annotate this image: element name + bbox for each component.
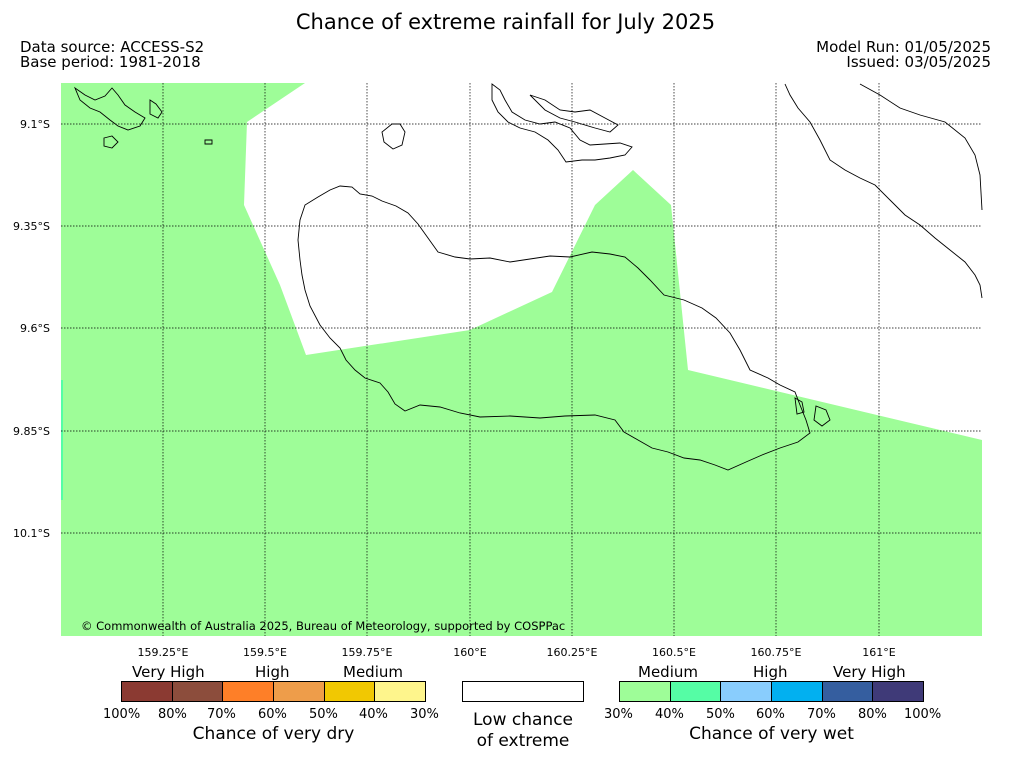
- gridlines: [61, 83, 982, 636]
- latitude-labels: 9.1°S 9.35°S 9.6°S 9.85°S 10.1°S: [13, 118, 50, 540]
- coastline-russell-islands: [103, 135, 119, 149]
- coastline-ngela-sud: [813, 405, 831, 427]
- lon-label: 159.25°E: [138, 646, 189, 659]
- coastline-russell-islands: [73, 86, 146, 131]
- coastline-islet: [381, 123, 406, 150]
- dry-caption: Chance of very dry: [192, 724, 355, 744]
- wet-colorbar: [619, 681, 924, 702]
- wet-swatch: [721, 682, 773, 701]
- low-chance-swatch: [462, 681, 584, 702]
- dry-swatch: [172, 682, 224, 701]
- dry-tick: 100%: [103, 707, 141, 722]
- wet-tick: 80%: [858, 707, 887, 722]
- lon-label: 160.75°E: [751, 646, 802, 659]
- dry-swatch: [375, 682, 426, 701]
- lat-label: 10.1°S: [13, 527, 50, 540]
- meta-left: Data source: ACCESS-S2 Base period: 1981…: [20, 40, 204, 70]
- lon-label: 160.25°E: [547, 646, 598, 659]
- dry-colorbar: [121, 681, 426, 702]
- dry-tick: 80%: [158, 707, 187, 722]
- wet-tick: 30%: [604, 707, 633, 722]
- lat-label: 9.85°S: [13, 425, 50, 438]
- meta-right: Model Run: 01/05/2025 Issued: 03/05/2025: [816, 40, 991, 70]
- model-run: Model Run: 01/05/2025: [816, 38, 991, 56]
- wet-tick: 100%: [904, 707, 942, 722]
- longitude-labels: 159.25°E 159.5°E 159.75°E 160°E 160.25°E…: [138, 646, 896, 659]
- lon-label: 161°E: [862, 646, 895, 659]
- coastline-florida-islands: [491, 83, 633, 163]
- dry-tick: 50%: [309, 707, 338, 722]
- dry-tick: 40%: [359, 707, 388, 722]
- lat-label: 9.35°S: [13, 220, 50, 233]
- coastlines: [73, 83, 983, 471]
- coastline-malaita: [859, 83, 983, 211]
- low-chance-line2: of extreme: [476, 731, 570, 751]
- lat-label: 9.1°S: [20, 118, 50, 131]
- dry-category-high: High: [255, 663, 290, 681]
- coastline-malaita: [784, 83, 983, 299]
- issued-date: Issued: 03/05/2025: [846, 53, 991, 71]
- wet-swatch: [670, 682, 722, 701]
- lon-label: 160°E: [453, 646, 486, 659]
- wet-swatch: [822, 682, 874, 701]
- wet-category-very-high: Very High: [833, 663, 906, 681]
- dry-tick: 60%: [258, 707, 287, 722]
- wet-caption: Chance of very wet: [689, 724, 854, 744]
- dry-swatch: [122, 682, 173, 701]
- wet-tick: 70%: [807, 707, 836, 722]
- dry-tick: 70%: [207, 707, 236, 722]
- dry-swatch: [223, 682, 275, 701]
- wet-tick: 60%: [756, 707, 785, 722]
- copyright-notice: © Commonwealth of Australia 2025, Bureau…: [81, 619, 565, 633]
- wet-swatch: [620, 682, 671, 701]
- dry-swatch: [324, 682, 376, 701]
- dry-swatch: [274, 682, 325, 701]
- region-medium-wet: [61, 83, 982, 636]
- dry-tick: 30%: [410, 707, 439, 722]
- lon-label: 159.75°E: [342, 646, 393, 659]
- dry-category-medium: Medium: [343, 663, 403, 681]
- coastline-russell-islands: [204, 139, 213, 145]
- coastline-ngela-sud: [794, 397, 805, 415]
- coastline-russell-islands: [149, 99, 163, 119]
- region-edge-strip: [61, 380, 63, 500]
- wet-tick: 50%: [706, 707, 735, 722]
- wet-category-medium: Medium: [638, 663, 698, 681]
- wet-swatch: [772, 682, 823, 701]
- base-period: Base period: 1981-2018: [20, 53, 201, 71]
- low-chance-line1: Low chance: [473, 710, 573, 730]
- wet-tick: 40%: [655, 707, 684, 722]
- lon-label: 160.5°E: [652, 646, 696, 659]
- dry-category-very-high: Very High: [132, 663, 205, 681]
- coastline-guadalcanal: [297, 185, 811, 471]
- wet-category-high: High: [753, 663, 788, 681]
- lat-label: 9.6°S: [20, 322, 50, 335]
- low-chance-caption: Low chance of extreme: [443, 710, 603, 752]
- lon-label: 159.5°E: [243, 646, 287, 659]
- coastline-florida-islands: [529, 94, 619, 133]
- wet-swatch: [873, 682, 924, 701]
- map-title: Chance of extreme rainfall for July 2025: [295, 10, 716, 34]
- data-source: Data source: ACCESS-S2: [20, 38, 205, 56]
